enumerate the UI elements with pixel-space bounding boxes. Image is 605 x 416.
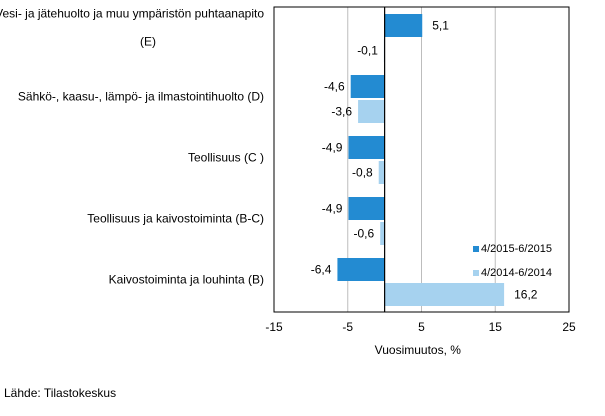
data-label: -0,1 bbox=[357, 44, 378, 58]
x-tick-label: 5 bbox=[418, 320, 425, 334]
bar bbox=[348, 197, 385, 220]
legend-label: 4/2014-6/2014 bbox=[481, 267, 552, 279]
category-label: Sähkö-, kaasu-, lämpö- ja ilmastointihuo… bbox=[18, 90, 264, 104]
x-tick-label: -5 bbox=[342, 320, 353, 334]
data-label: -6,4 bbox=[311, 263, 332, 277]
bar bbox=[350, 75, 385, 98]
data-label: -4,9 bbox=[322, 202, 343, 216]
data-label: 16,2 bbox=[514, 288, 538, 302]
bar bbox=[384, 283, 505, 306]
category-label: Teollisuus ja kaivostoiminta (B-C) bbox=[87, 212, 264, 226]
data-label: -4,6 bbox=[324, 80, 345, 94]
x-tick-label: 25 bbox=[562, 320, 576, 334]
category-label: Vesi- ja jätehuolto ja muu ympäristön pu… bbox=[0, 7, 264, 21]
data-label: -0,6 bbox=[354, 227, 375, 241]
bar bbox=[384, 14, 423, 37]
bar bbox=[378, 161, 385, 184]
category-label: (E) bbox=[140, 35, 156, 49]
legend-swatch bbox=[473, 246, 479, 252]
category-label: Teollisuus (C ) bbox=[188, 151, 264, 165]
source-note: Lähde: Tilastokeskus bbox=[4, 386, 117, 400]
x-tick-label: -15 bbox=[265, 320, 283, 334]
category-label: Kaivostoiminta ja louhinta (B) bbox=[109, 273, 264, 287]
data-label: -0,8 bbox=[352, 166, 373, 180]
legend-swatch bbox=[473, 270, 479, 276]
data-label: 5,1 bbox=[432, 19, 449, 33]
data-label: -3,6 bbox=[331, 105, 352, 119]
plot-border bbox=[273, 6, 570, 313]
bar bbox=[337, 258, 385, 281]
x-tick-label: 15 bbox=[489, 320, 503, 334]
bar bbox=[358, 100, 385, 123]
data-label: -4,9 bbox=[322, 141, 343, 155]
x-axis-label: Vuosimuutos, % bbox=[375, 343, 462, 357]
bar bbox=[348, 136, 385, 159]
bar bbox=[380, 222, 385, 245]
legend-label: 4/2015-6/2015 bbox=[481, 243, 552, 255]
